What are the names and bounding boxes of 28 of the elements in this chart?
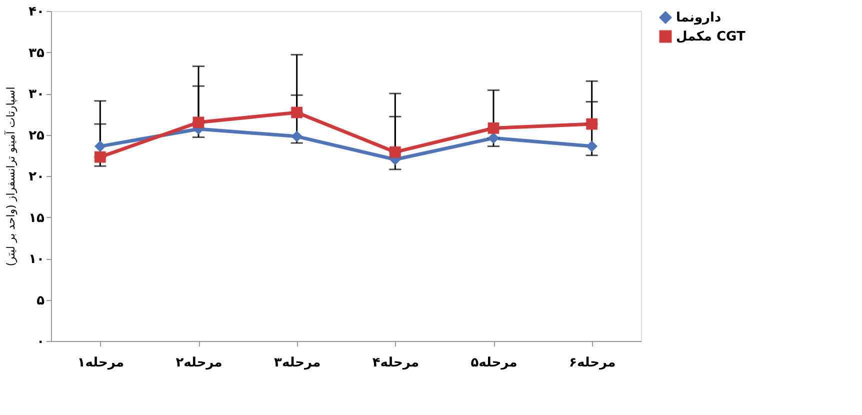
point [389, 146, 401, 158]
point [586, 118, 598, 130]
y-tick-label: ۳۵ [28, 46, 45, 61]
point [586, 140, 598, 152]
x-tick-label: مرحله۶ [569, 356, 616, 370]
x-tick-label: مرحله۵ [470, 356, 518, 370]
point [291, 106, 303, 118]
y-tick-label: ۱۰ [28, 252, 44, 267]
legend-label: مکمل CGT [676, 30, 746, 44]
y-tick-label: ۵ [36, 293, 45, 308]
x-tick-label: مرحله۱ [77, 356, 124, 370]
point [192, 116, 204, 128]
point [94, 140, 106, 152]
point [488, 122, 500, 134]
x-tick-label: مرحله۴ [372, 356, 419, 370]
x-tick-label: مرحله۳ [274, 356, 321, 370]
point [488, 132, 500, 144]
y-tick-label: ۰ [36, 334, 44, 350]
y-tick-label: ۴۰ [28, 4, 44, 20]
y-tick-label: ۳۰ [28, 87, 44, 102]
y-axis-title: اسپارتات آمینو ترانسفراز (واحد بر لیتر) [4, 86, 18, 266]
x-tick-label: مرحله۲ [176, 356, 222, 370]
point [94, 151, 106, 163]
y-tick-label: ۲۵ [28, 128, 45, 144]
y-tick-label: ۱۵ [28, 210, 45, 226]
y-tick-label: ۲۰ [28, 170, 44, 184]
legend-label: دارونما [676, 10, 722, 26]
point [291, 130, 303, 142]
